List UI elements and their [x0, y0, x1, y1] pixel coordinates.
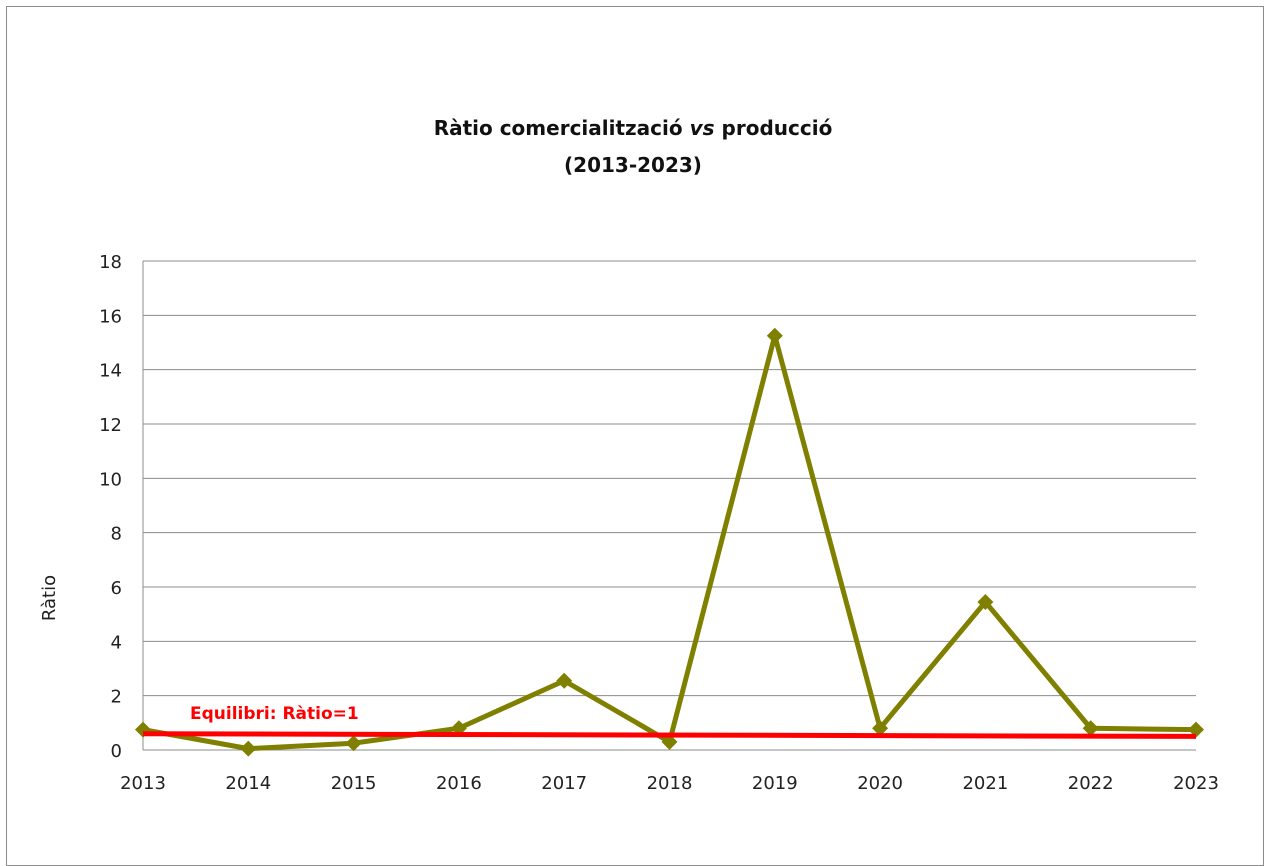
- x-tick-label: 2016: [436, 773, 482, 794]
- data-point-marker: [1082, 720, 1099, 737]
- reference-line-layer: [142, 731, 1197, 739]
- y-tick-label: 12: [99, 415, 122, 436]
- x-tick-label: 2019: [752, 773, 798, 794]
- x-tick-label: 2017: [541, 773, 587, 794]
- chart-subtitle: (2013-2023): [564, 153, 702, 177]
- series-layer: [135, 327, 1204, 757]
- y-tick-label: 2: [111, 687, 122, 708]
- y-tick-label: 18: [99, 252, 122, 273]
- x-tick-label: 2013: [120, 773, 166, 794]
- equilibrium-annotation: Equilibri: Ràtio=1: [190, 704, 359, 724]
- data-point-marker: [977, 593, 994, 610]
- x-tick-label: 2014: [225, 773, 271, 794]
- data-point-marker: [345, 735, 362, 752]
- x-tick-label: 2022: [1068, 773, 1114, 794]
- y-tick-label: 6: [111, 578, 122, 599]
- data-point-marker: [872, 720, 889, 737]
- x-tick-label: 2018: [647, 773, 693, 794]
- x-tick-label: 2021: [962, 773, 1008, 794]
- series-line: [142, 333, 1197, 752]
- y-tick-label: 0: [111, 741, 122, 762]
- x-tick-label: 2015: [331, 773, 377, 794]
- chart-title: Ràtio comercialització vs producció: [433, 116, 833, 140]
- x-tick-label: 2023: [1173, 773, 1219, 794]
- y-axis-ticks: 0 2 4 6 8 10 12 14 16 18: [99, 252, 122, 762]
- equilibrium-line: [142, 731, 1197, 739]
- y-tick-label: 10: [99, 469, 122, 490]
- x-tick-label: 2020: [857, 773, 903, 794]
- y-tick-label: 14: [99, 361, 122, 382]
- data-point-marker: [661, 733, 678, 750]
- y-axis-label: Ràtio: [39, 575, 60, 621]
- y-tick-label: 16: [99, 306, 122, 327]
- y-tick-label: 4: [111, 632, 122, 653]
- data-point-marker: [1188, 721, 1204, 738]
- data-point-marker: [766, 327, 783, 344]
- x-axis-ticks: 2013 2014 2015 2016 2017 2018 2019 2020 2021 2022…: [120, 773, 1219, 794]
- data-point-marker: [240, 740, 257, 757]
- y-tick-label: 8: [111, 524, 122, 545]
- gridlines: [142, 260, 1196, 751]
- data-point-marker: [556, 672, 573, 689]
